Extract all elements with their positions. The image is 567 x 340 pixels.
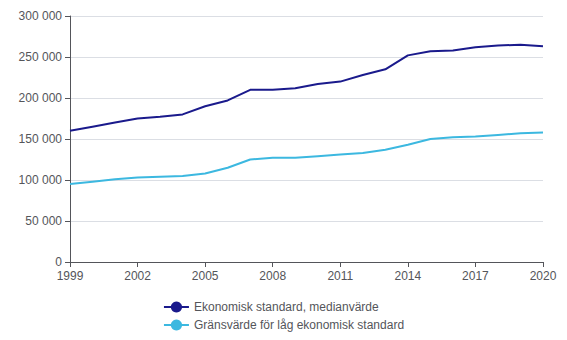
svg-text:2020: 2020	[530, 269, 557, 283]
svg-text:Ekonomisk standard, medianvärd: Ekonomisk standard, medianvärde	[194, 300, 379, 314]
svg-text:0: 0	[55, 255, 62, 269]
svg-text:300 000: 300 000	[19, 9, 63, 23]
svg-text:2011: 2011	[327, 269, 353, 283]
svg-text:50 000: 50 000	[25, 214, 62, 228]
svg-text:250 000: 250 000	[19, 50, 63, 64]
svg-text:150 000: 150 000	[19, 132, 63, 146]
svg-text:2008: 2008	[259, 269, 286, 283]
svg-text:1999: 1999	[57, 269, 84, 283]
svg-text:2005: 2005	[192, 269, 219, 283]
svg-text:100 000: 100 000	[19, 173, 63, 187]
svg-text:2002: 2002	[124, 269, 151, 283]
svg-text:200 000: 200 000	[19, 91, 63, 105]
svg-text:2014: 2014	[395, 269, 422, 283]
svg-text:Gränsvärde för låg ekonomisk s: Gränsvärde för låg ekonomisk standard	[194, 318, 404, 332]
svg-text:2017: 2017	[462, 269, 489, 283]
